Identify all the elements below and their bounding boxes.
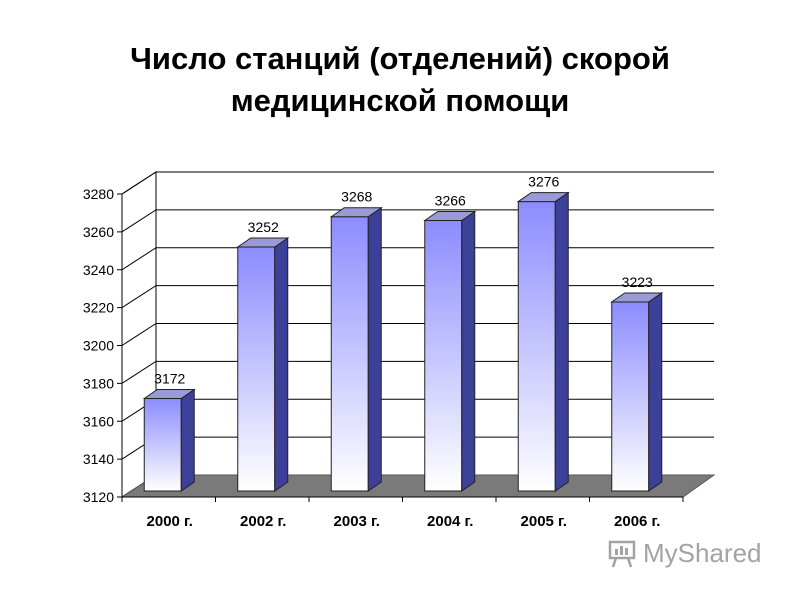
bar-top	[142, 389, 196, 400]
bar	[610, 291, 664, 492]
y-tick-label: 3160	[83, 413, 114, 429]
bar-front	[237, 246, 276, 492]
bar-side	[461, 210, 476, 492]
y-tick-label: 3180	[83, 375, 114, 391]
bar-front	[330, 216, 369, 492]
y-tick-label: 3140	[83, 451, 114, 467]
bar-top	[610, 292, 664, 303]
bar	[516, 191, 570, 492]
bar-side	[367, 206, 382, 492]
bar-front	[143, 398, 182, 492]
gridline	[121, 171, 714, 195]
y-tick-label: 3240	[83, 262, 114, 278]
bar	[236, 237, 290, 492]
x-tick-label: 2004 г.	[427, 513, 473, 530]
chart-title: Число станций (отделений) скорой медицин…	[0, 38, 800, 122]
x-tick-label: 2003 г.	[334, 513, 380, 530]
bar-top	[423, 211, 477, 222]
bars	[142, 191, 664, 492]
data-label: 3172	[154, 371, 185, 387]
bar	[423, 210, 477, 492]
bar-top	[329, 207, 383, 218]
bar	[329, 206, 383, 492]
x-tick-label: 2006 г.	[614, 513, 660, 530]
x-tick-label: 2005 г.	[521, 513, 567, 530]
chart-title-line-2: медицинской помощи	[230, 83, 570, 118]
x-axis: 2000 г. 2002 г. 2003 г. 2004 г. 2005 г. 2006 …	[121, 496, 684, 530]
data-label: 3268	[341, 189, 372, 205]
x-tick-label: 2002 г.	[240, 513, 286, 530]
y-tick-label: 3200	[83, 338, 114, 354]
bar-top	[516, 192, 570, 203]
y-axis: 3120 3140 3160 3180 3200 3220 3240 3260 3280	[83, 186, 123, 505]
y-tick-label: 3280	[83, 186, 114, 202]
x-tick-label: 2000 г.	[147, 513, 193, 530]
bar-front	[611, 301, 650, 492]
y-tick-label: 3220	[83, 300, 114, 316]
data-label: 3223	[622, 274, 653, 290]
presentation-board-icon	[608, 540, 636, 567]
bar-top	[236, 237, 290, 248]
chart-title-line-1: Число станций (отделений) скорой	[130, 41, 670, 76]
data-label: 3252	[248, 219, 279, 235]
data-labels: 3172 3252 3268 3266 3276 3223	[154, 174, 653, 387]
bar-side	[180, 388, 195, 492]
data-label: 3276	[528, 174, 559, 190]
y-tick-label: 3120	[83, 489, 114, 505]
watermark: MyShared	[607, 538, 762, 569]
bar-front	[424, 220, 463, 492]
gridline	[121, 209, 714, 233]
bar-front	[517, 201, 556, 492]
gridline	[121, 247, 714, 271]
watermark-text: MyShared	[643, 538, 762, 568]
y-tick-label: 3260	[83, 224, 114, 240]
bar	[142, 388, 196, 492]
bar-side	[648, 291, 663, 492]
bar-side	[554, 191, 569, 492]
data-label: 3266	[435, 193, 466, 209]
bar-side	[274, 237, 289, 492]
